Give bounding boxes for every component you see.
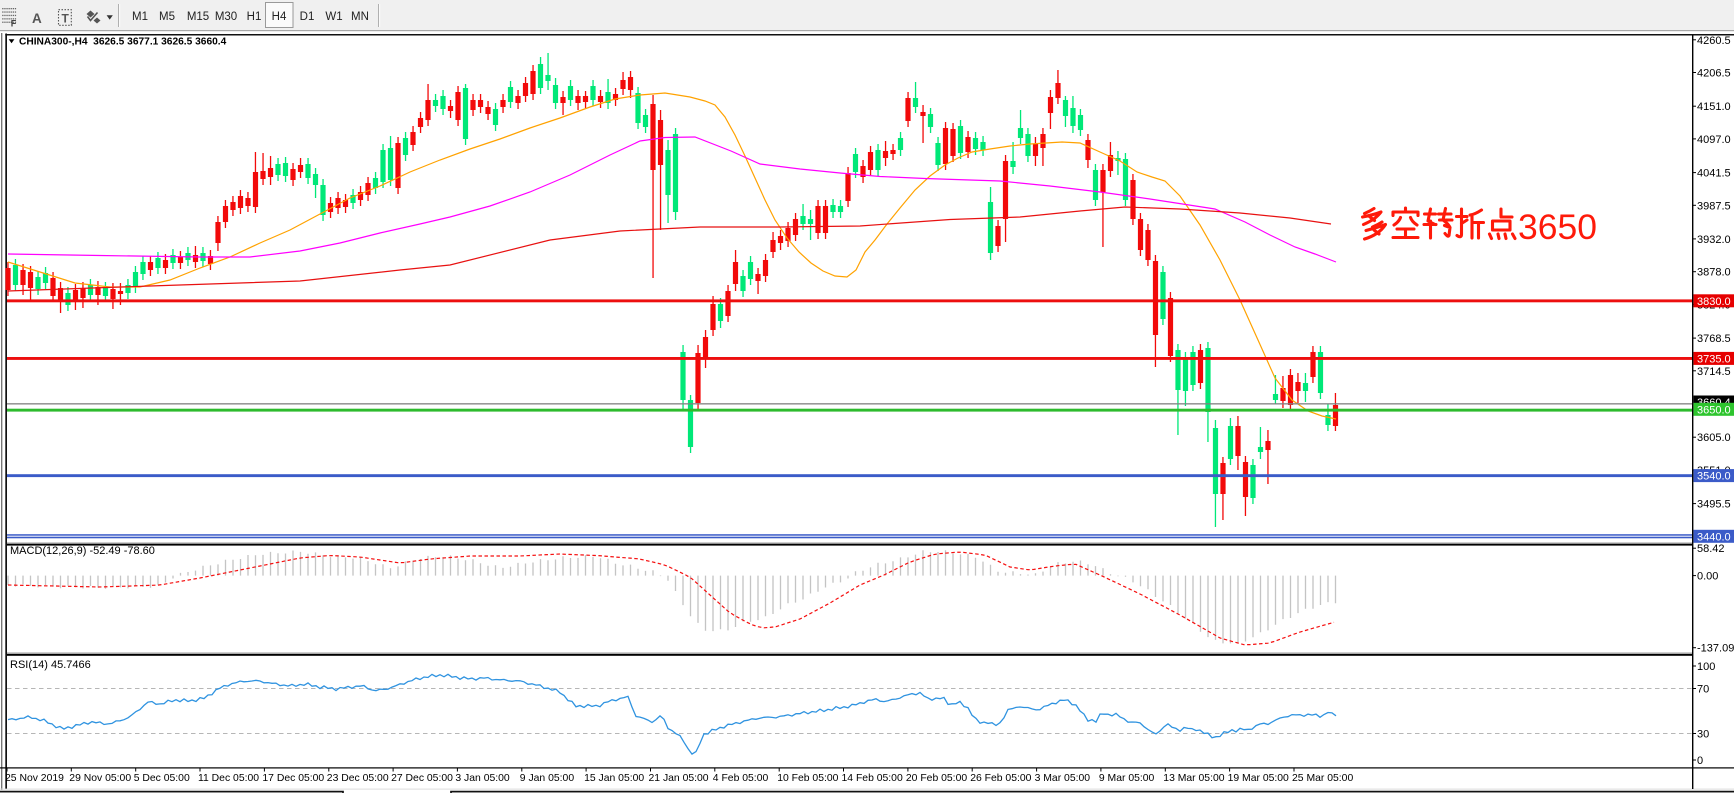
svg-text:3768.5: 3768.5 [1697, 333, 1731, 345]
svg-text:23 Dec 05:00: 23 Dec 05:00 [327, 773, 389, 784]
svg-text:M1: M1 [132, 11, 148, 23]
svg-text:3440.0: 3440.0 [1697, 531, 1731, 543]
svg-text:3540.0: 3540.0 [1697, 471, 1731, 483]
svg-text:3 Jan 05:00: 3 Jan 05:00 [455, 773, 510, 784]
svg-text:T: T [62, 12, 70, 26]
svg-text:A: A [32, 11, 42, 26]
svg-text:4260.5: 4260.5 [1697, 35, 1731, 47]
svg-text:27 Dec 05:00: 27 Dec 05:00 [391, 773, 453, 784]
svg-text:20 Feb 05:00: 20 Feb 05:00 [906, 773, 967, 784]
svg-text:4 Feb 05:00: 4 Feb 05:00 [713, 773, 769, 784]
svg-text:W1: W1 [325, 11, 342, 23]
svg-text:11 Dec 05:00: 11 Dec 05:00 [198, 773, 259, 784]
svg-text:3932.0: 3932.0 [1697, 234, 1731, 246]
svg-text:29 Nov 05:00: 29 Nov 05:00 [69, 773, 131, 784]
svg-text:5 Dec 05:00: 5 Dec 05:00 [134, 773, 190, 784]
svg-text:26 Feb 05:00: 26 Feb 05:00 [970, 773, 1031, 784]
svg-text:17 Dec 05:00: 17 Dec 05:00 [262, 773, 324, 784]
svg-text:H4: H4 [272, 11, 287, 23]
svg-text:19 Mar 05:00: 19 Mar 05:00 [1228, 773, 1289, 784]
svg-text:MACD(12,26,9) -52.49 -78.60: MACD(12,26,9) -52.49 -78.60 [10, 545, 155, 557]
svg-text:4206.5: 4206.5 [1697, 68, 1731, 80]
svg-text:3878.0: 3878.0 [1697, 267, 1731, 279]
svg-text:M5: M5 [159, 11, 175, 23]
svg-text:3714.5: 3714.5 [1697, 366, 1731, 378]
svg-text:0: 0 [1697, 755, 1703, 767]
svg-text:9 Jan 05:00: 9 Jan 05:00 [520, 773, 575, 784]
svg-text:MN: MN [351, 11, 369, 23]
svg-text:F: F [11, 19, 17, 29]
svg-text:4151.0: 4151.0 [1697, 101, 1731, 113]
svg-text:M15: M15 [187, 11, 209, 23]
svg-text:0.00: 0.00 [1697, 571, 1718, 583]
svg-text:3495.5: 3495.5 [1697, 499, 1731, 511]
svg-text:D1: D1 [300, 11, 315, 23]
svg-text:13 Mar 05:00: 13 Mar 05:00 [1163, 773, 1224, 784]
svg-text:9 Mar 05:00: 9 Mar 05:00 [1099, 773, 1155, 784]
svg-text:30: 30 [1697, 729, 1709, 741]
svg-text:3650: 3650 [1518, 207, 1597, 247]
svg-text:3605.0: 3605.0 [1697, 432, 1731, 444]
svg-text:3735.0: 3735.0 [1697, 353, 1731, 365]
svg-text:4041.5: 4041.5 [1697, 168, 1731, 180]
svg-text:58.42: 58.42 [1697, 543, 1725, 555]
svg-text:RSI(14) 45.7466: RSI(14) 45.7466 [10, 659, 91, 671]
svg-text:3 Mar 05:00: 3 Mar 05:00 [1035, 773, 1091, 784]
svg-text:3830.0: 3830.0 [1697, 296, 1731, 308]
svg-text:CHINA300-,H4 3626.5 3677.1 36: CHINA300-,H4 3626.5 3677.1 3626.5 3660.4 [19, 37, 227, 48]
svg-text:15 Jan 05:00: 15 Jan 05:00 [584, 773, 644, 784]
svg-text:3987.5: 3987.5 [1697, 200, 1731, 212]
svg-text:21 Jan 05:00: 21 Jan 05:00 [649, 773, 709, 784]
svg-text:4097.0: 4097.0 [1697, 134, 1731, 146]
svg-text:70: 70 [1697, 684, 1709, 696]
svg-text:H1: H1 [247, 11, 262, 23]
svg-text:3650.0: 3650.0 [1697, 404, 1731, 416]
svg-text:100: 100 [1697, 661, 1715, 673]
svg-text:M30: M30 [215, 11, 237, 23]
svg-text:14 Feb 05:00: 14 Feb 05:00 [842, 773, 903, 784]
svg-text:-137.09: -137.09 [1697, 643, 1734, 655]
svg-text:25 Nov 2019: 25 Nov 2019 [5, 773, 64, 784]
svg-text:25 Mar 05:00: 25 Mar 05:00 [1292, 773, 1353, 784]
svg-text:10 Feb 05:00: 10 Feb 05:00 [777, 773, 838, 784]
